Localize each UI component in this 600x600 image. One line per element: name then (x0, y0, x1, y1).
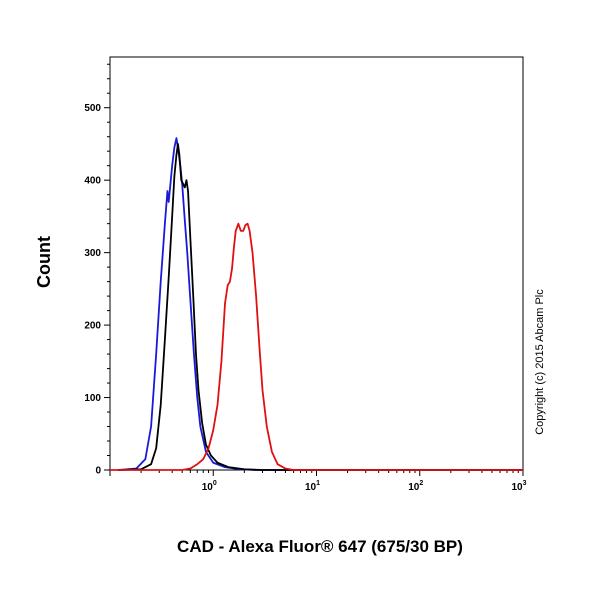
y-axis-title: Count (34, 236, 54, 288)
plot-frame (109, 56, 524, 471)
y-tick-label: 400 (84, 176, 101, 187)
y-axis: 0 100 200 300 400 500 (84, 63, 110, 477)
y-tick-label: 0 (95, 466, 101, 477)
series-layer (110, 137, 523, 471)
x-tick-label: 103 (511, 480, 526, 493)
x-tick-label: 100 (202, 480, 217, 493)
histogram-series-2 (118, 143, 523, 471)
x-axis: 100 101 102 103 (109, 470, 527, 493)
y-tick-label: 100 (84, 393, 101, 404)
y-tick-label: 200 (84, 321, 101, 332)
y-tick-label: 300 (84, 248, 101, 259)
y-tick-label: 500 (84, 103, 101, 114)
x-tick-label: 102 (408, 480, 423, 493)
x-tick-label: 101 (305, 480, 320, 493)
histogram-series-3 (110, 222, 523, 471)
x-axis-title: CAD - Alexa Fluor® 647 (675/30 BP) (177, 537, 463, 556)
copyright-annotation: Copyright (c) 2015 Abcam Plc (534, 289, 546, 435)
histogram-series-1 (118, 137, 523, 471)
